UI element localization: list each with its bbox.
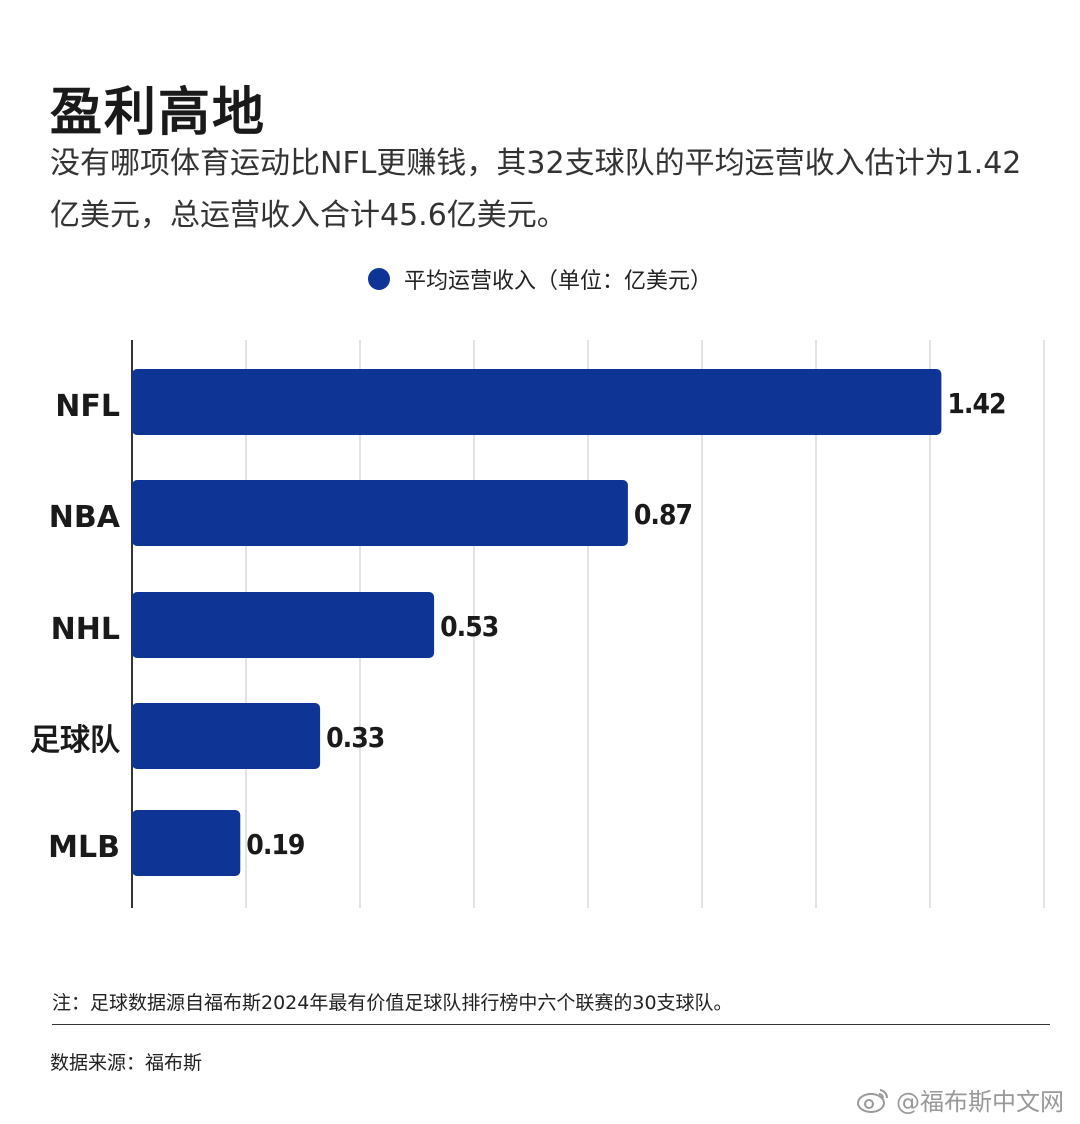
data-label: 1.42 xyxy=(947,387,1005,420)
bar-4 xyxy=(132,810,241,876)
category-label: NBA xyxy=(49,500,121,535)
weibo-icon xyxy=(857,1088,889,1113)
bar-1 xyxy=(132,480,628,546)
chart-title: 盈利高地 xyxy=(50,83,267,143)
category-label: 足球队 xyxy=(30,723,121,758)
watermark: @福布斯中文网 xyxy=(856,1082,1064,1117)
bar-2 xyxy=(132,592,435,658)
chart-subtitle: 没有哪项体育运动比NFL更赚钱，其32支球队的平均运营收入估计为1.42亿美元，… xyxy=(50,146,1022,233)
watermark-text: @福布斯中文网 xyxy=(896,1088,1064,1116)
legend: 平均运营收入（单位：亿美元） xyxy=(0,263,1080,295)
category-label: MLB xyxy=(48,830,120,865)
category-label: NFL xyxy=(55,389,120,424)
data-label: 0.53 xyxy=(440,610,498,643)
data-source: 数据来源：福布斯 xyxy=(50,1052,203,1074)
data-label: 0.33 xyxy=(326,721,384,754)
data-label: 0.87 xyxy=(634,498,692,531)
footnote: 注：足球数据源自福布斯2024年最有价值足球队排行榜中六个联赛的30支球队。 xyxy=(52,992,733,1014)
category-label: NHL xyxy=(51,612,120,647)
bar-0 xyxy=(132,369,942,435)
bar-chart: NFL 1.42 NBA 0.87 NHL 0.53 足球队 0.33 MLB 0.19 xyxy=(30,340,1045,908)
legend-label: 平均运营收入（单位：亿美元） xyxy=(403,269,712,294)
data-label: 0.19 xyxy=(246,828,304,861)
bar-3 xyxy=(132,703,321,769)
legend-marker xyxy=(367,268,390,290)
divider xyxy=(52,1024,1050,1025)
